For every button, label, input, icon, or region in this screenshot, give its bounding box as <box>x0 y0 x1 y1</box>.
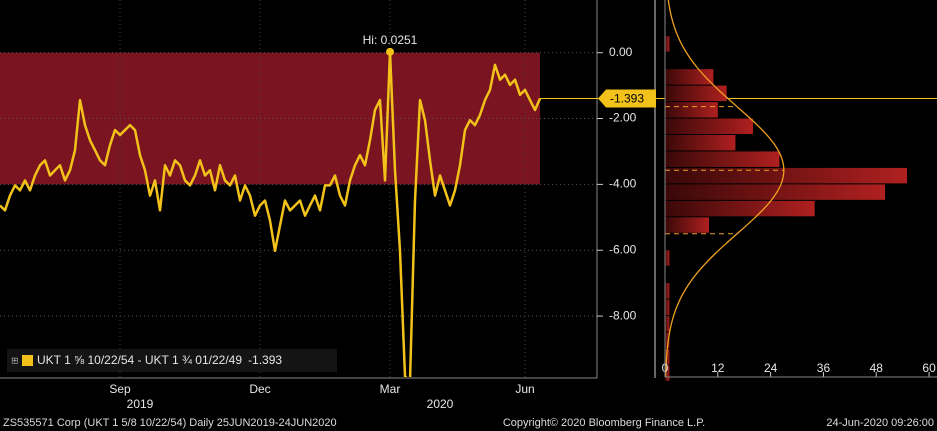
legend-box <box>7 349 337 372</box>
hist-tick-label: 24 <box>764 361 778 375</box>
legend-label: UKT 1 ⅝ 10/22/54 - UKT 1 ¾ 01/22/49 <box>37 353 242 367</box>
hist-tick-label: 48 <box>870 361 884 375</box>
x-tick-label: Dec <box>249 382 270 396</box>
legend-swatch <box>22 355 33 366</box>
hist-bar <box>665 151 780 167</box>
hist-bar <box>665 85 727 102</box>
hist-bar <box>665 102 718 118</box>
hist-bar <box>665 299 670 316</box>
hist-bar <box>665 283 670 299</box>
hist-bar <box>665 365 670 381</box>
legend-value: -1.393 <box>248 353 282 367</box>
hi-marker <box>386 47 394 56</box>
year-label: 2019 <box>127 397 154 411</box>
hist-bar <box>665 118 754 134</box>
hist-tick-label: 36 <box>817 361 831 375</box>
footer-right: 24-Jun-2020 09:26:00 <box>826 417 934 429</box>
x-tick-label: Sep <box>109 382 131 396</box>
hi-label: Hi: 0.0251 <box>363 33 418 47</box>
hist-tick-label: 12 <box>711 361 725 375</box>
footer-left: ZS535571 Corp (UKT 1 5/8 10/22/54) Daily… <box>3 417 337 429</box>
hist-bar <box>665 250 670 266</box>
plot <box>0 0 597 377</box>
x-tick-label: Mar <box>380 382 401 396</box>
y-tick-label: -2.00 <box>609 111 637 125</box>
hist-bar <box>665 332 670 349</box>
hist-bar <box>665 184 886 200</box>
y-tick-label: -8.00 <box>609 308 637 322</box>
hist-bar <box>665 316 670 332</box>
overlay: 0.00 -2.00 -4.00 -6.00 -8.00 Sep Dec Mar Jun 2019… <box>7 0 937 411</box>
normal-curve <box>664 0 785 378</box>
last-value-label: -1.393 <box>610 92 644 106</box>
y-tick-label: 0.00 <box>609 45 633 59</box>
hist-bar <box>665 134 736 151</box>
last-value-box <box>598 89 656 108</box>
x-tick-label: Jun <box>515 382 534 396</box>
hist-bar <box>665 200 815 217</box>
year-label: 2020 <box>427 397 454 411</box>
series-line <box>0 50 542 377</box>
legend-toggle: ⊞ <box>11 355 19 365</box>
band <box>0 52 540 185</box>
hist-tick-label: 60 <box>922 361 936 375</box>
footer-center: Copyright© 2020 Bloomberg Finance L.P. <box>503 417 705 429</box>
hist-bar <box>665 36 670 52</box>
hist-bar <box>665 167 908 184</box>
y-tick-label: -4.00 <box>609 177 637 191</box>
y-tick-label: -6.00 <box>609 242 637 256</box>
hist-bar <box>665 217 710 233</box>
